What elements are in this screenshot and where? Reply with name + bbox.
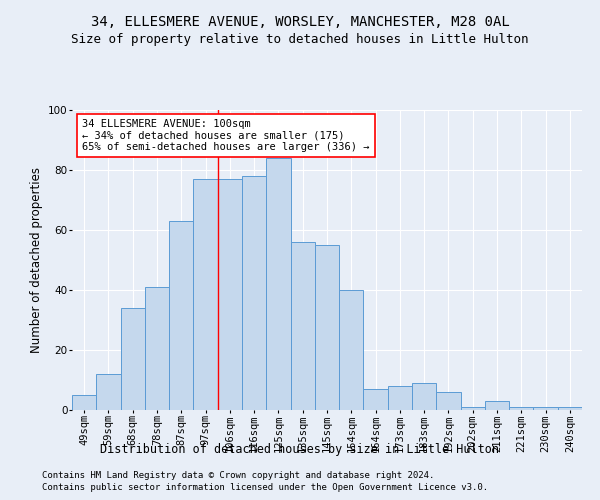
Bar — [533, 407, 558, 410]
Bar — [339, 290, 364, 410]
Bar — [388, 386, 412, 410]
Text: Distribution of detached houses by size in Little Hulton: Distribution of detached houses by size … — [101, 442, 499, 456]
Y-axis label: Number of detached properties: Number of detached properties — [29, 167, 43, 353]
Bar — [315, 245, 339, 410]
Bar — [121, 308, 145, 410]
Bar — [436, 392, 461, 410]
Bar — [290, 242, 315, 410]
Text: Contains public sector information licensed under the Open Government Licence v3: Contains public sector information licen… — [42, 484, 488, 492]
Text: 34 ELLESMERE AVENUE: 100sqm
← 34% of detached houses are smaller (175)
65% of se: 34 ELLESMERE AVENUE: 100sqm ← 34% of det… — [82, 119, 370, 152]
Bar — [266, 158, 290, 410]
Text: Contains HM Land Registry data © Crown copyright and database right 2024.: Contains HM Land Registry data © Crown c… — [42, 471, 434, 480]
Bar — [485, 401, 509, 410]
Bar — [145, 287, 169, 410]
Bar — [412, 383, 436, 410]
Bar — [364, 389, 388, 410]
Bar — [96, 374, 121, 410]
Bar — [509, 407, 533, 410]
Bar — [242, 176, 266, 410]
Bar — [169, 221, 193, 410]
Text: Size of property relative to detached houses in Little Hulton: Size of property relative to detached ho… — [71, 32, 529, 46]
Bar — [218, 179, 242, 410]
Text: 34, ELLESMERE AVENUE, WORSLEY, MANCHESTER, M28 0AL: 34, ELLESMERE AVENUE, WORSLEY, MANCHESTE… — [91, 15, 509, 29]
Bar — [72, 395, 96, 410]
Bar — [461, 407, 485, 410]
Bar — [193, 179, 218, 410]
Bar — [558, 407, 582, 410]
